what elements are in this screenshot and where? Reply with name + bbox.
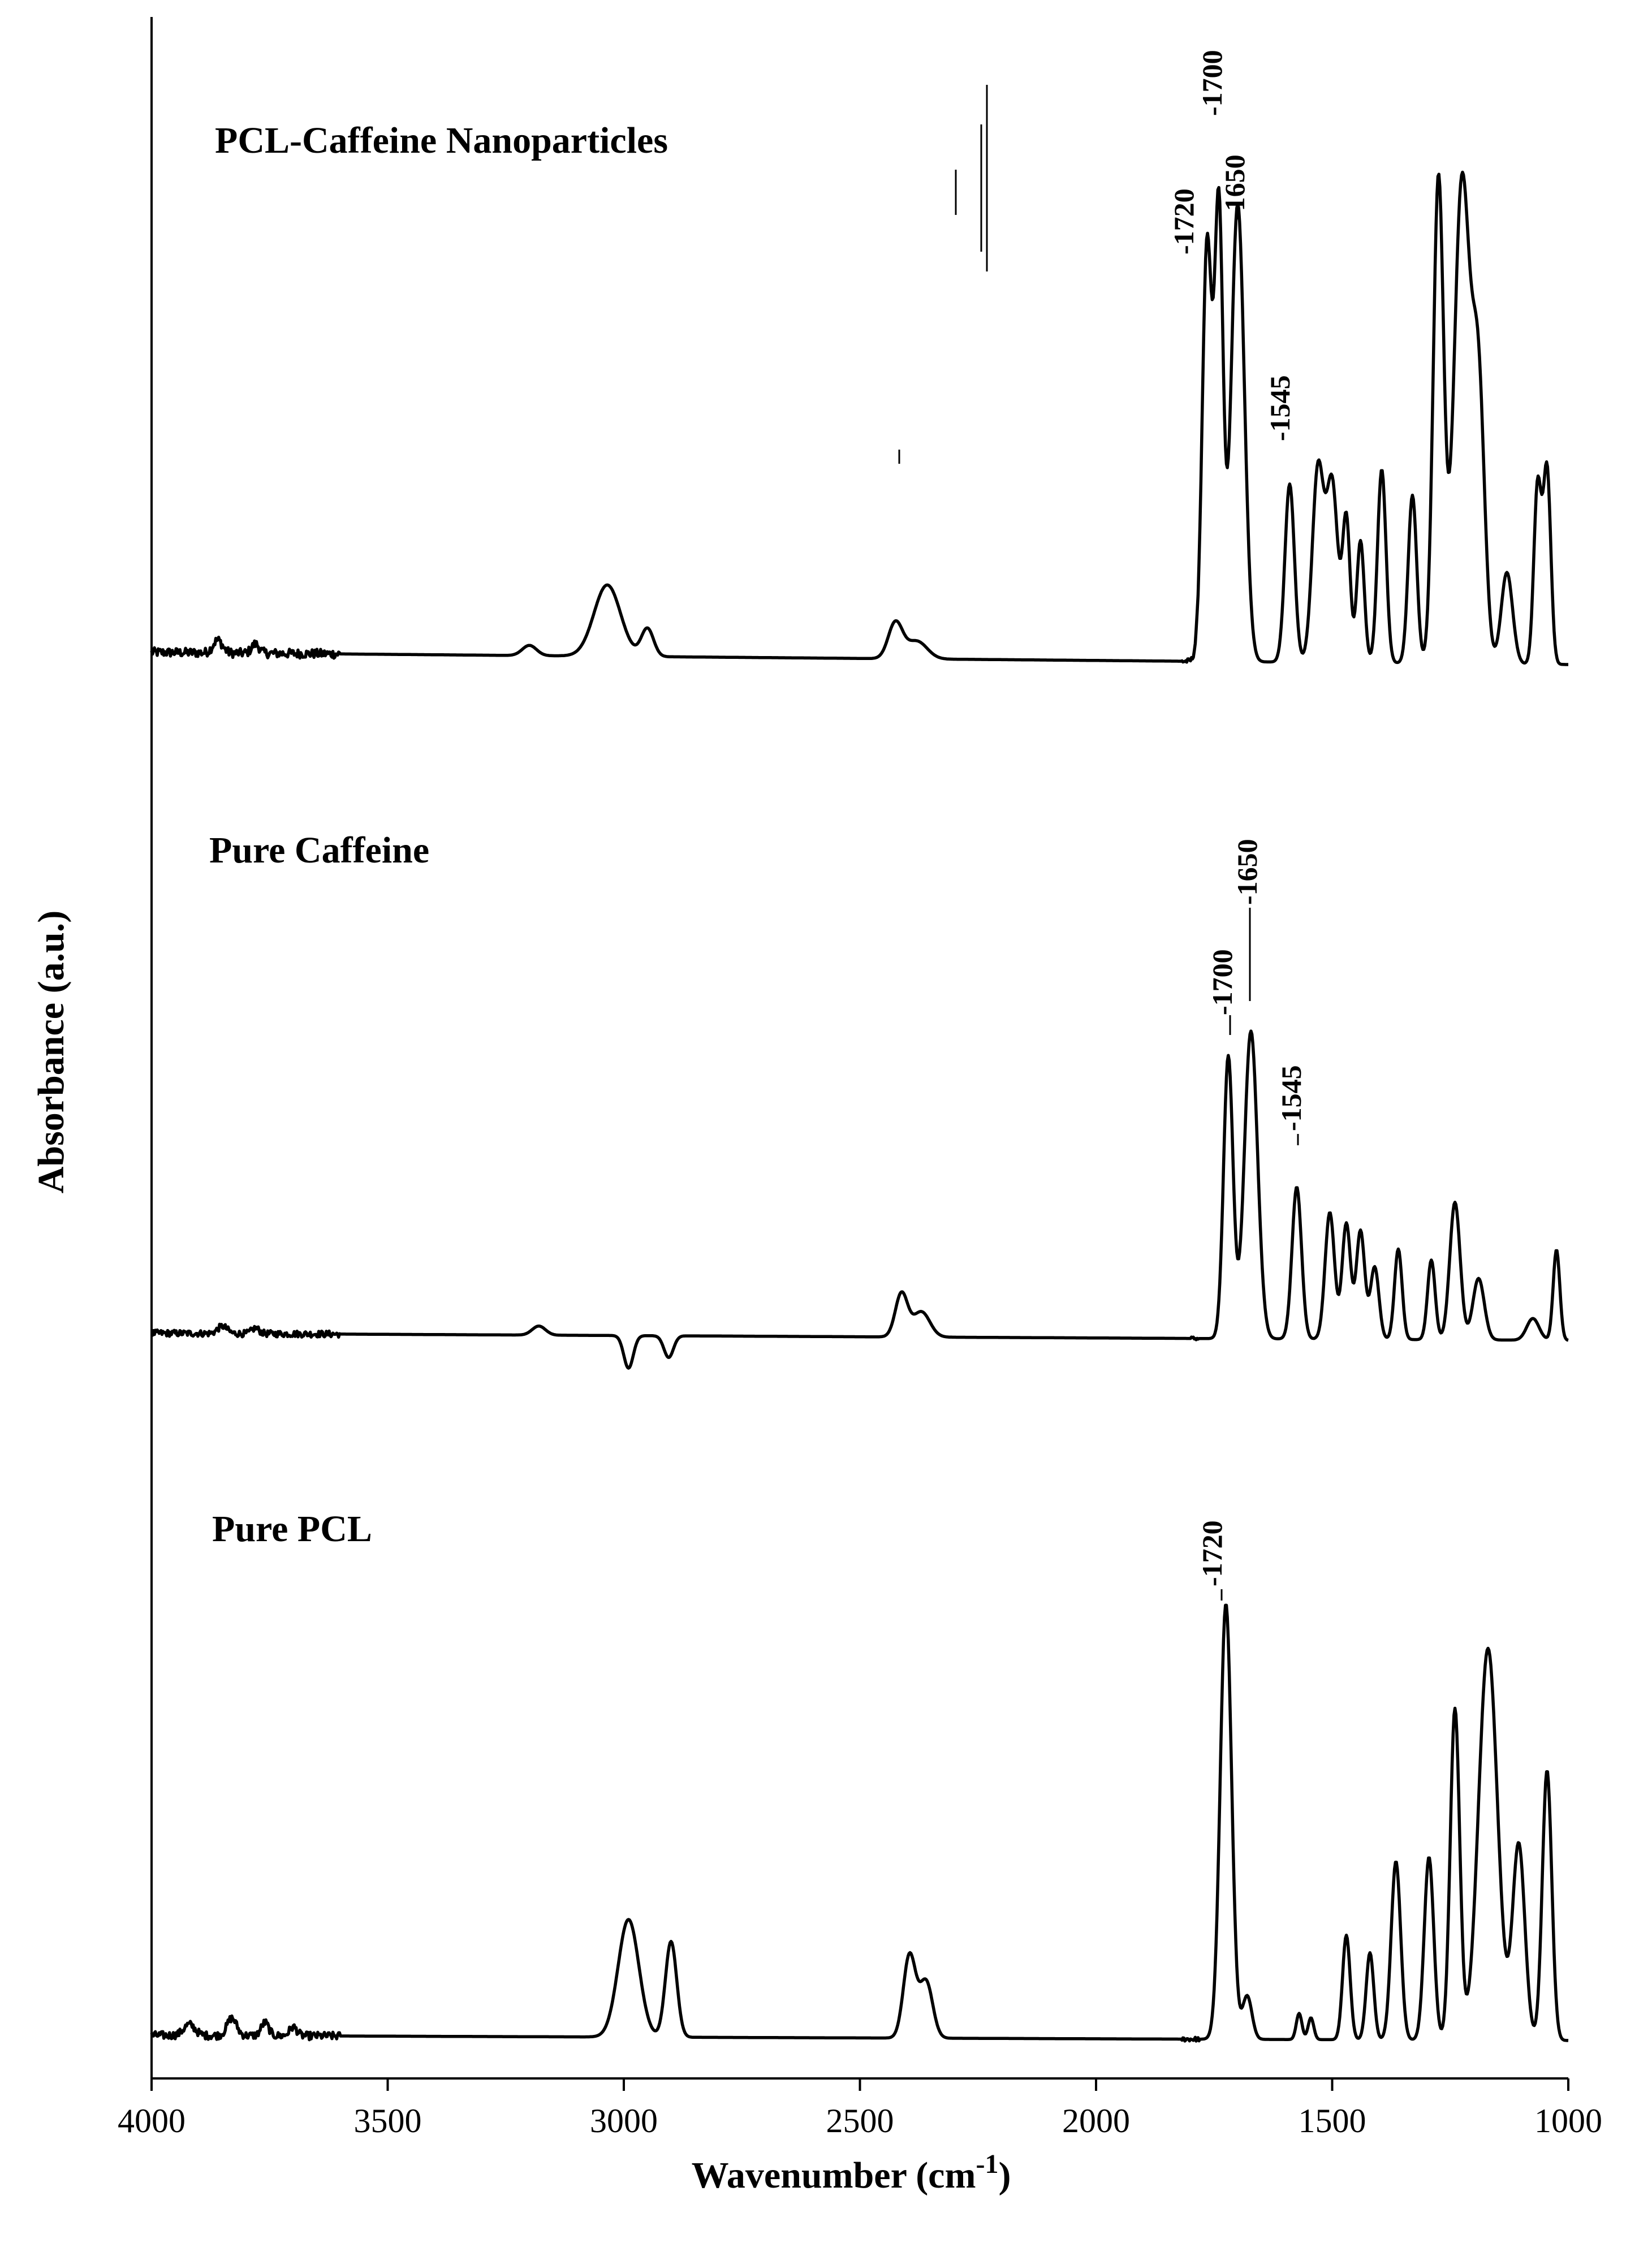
axes bbox=[150, 17, 1568, 2080]
peak-label-1545: -1545 bbox=[1264, 375, 1296, 441]
series-label-2: Pure Caffeine bbox=[209, 830, 429, 871]
series-label-3: Pure PCL bbox=[212, 1508, 372, 1550]
x-axis-title-superscript: -1 bbox=[976, 2149, 998, 2179]
peak-label-1650: -1650 bbox=[1219, 154, 1250, 221]
x-tick-label-3500: 3500 bbox=[354, 2102, 422, 2140]
x-tick-label-1000: 1000 bbox=[1534, 2102, 1602, 2140]
series-line-3 bbox=[150, 1603, 1569, 2043]
series-line-1 bbox=[150, 170, 1569, 666]
peak-label-1700: -1700 bbox=[1196, 50, 1228, 116]
x-axis-title-main: Wavenumber (cm bbox=[692, 2155, 976, 2196]
x-ticks: 4000 3500 3000 2500 2000 1500 1000 bbox=[118, 2078, 1602, 2140]
series-label-1: PCL-Caffeine Nanoparticles bbox=[215, 120, 668, 161]
x-tick-label-4000: 4000 bbox=[118, 2102, 186, 2140]
series-layer bbox=[150, 170, 1569, 2043]
x-tick-label-1500: 1500 bbox=[1299, 2102, 1366, 2140]
peak-label-1720: -1720 bbox=[1196, 1520, 1228, 1586]
peak-label-1545: -1545 bbox=[1275, 1065, 1307, 1131]
x-axis-title: Wavenumber (cm-1) bbox=[692, 2149, 1011, 2196]
labels-layer: PCL-Caffeine Nanoparticles -1720 -1700 -165… bbox=[209, 50, 1307, 1601]
x-axis-title-tail: ) bbox=[998, 2155, 1011, 2196]
peak-label-1700: -1700 bbox=[1206, 949, 1238, 1015]
peak-label-1720: -1720 bbox=[1168, 188, 1200, 255]
x-tick-label-3000: 3000 bbox=[590, 2102, 658, 2140]
series-line-2 bbox=[150, 1029, 1569, 1370]
x-tick-label-2000: 2000 bbox=[1062, 2102, 1130, 2140]
peak-label-1650: -1650 bbox=[1231, 839, 1263, 905]
y-axis-title: Absorbance (a.u.) bbox=[31, 911, 72, 1194]
x-tick-label-2500: 2500 bbox=[826, 2102, 894, 2140]
